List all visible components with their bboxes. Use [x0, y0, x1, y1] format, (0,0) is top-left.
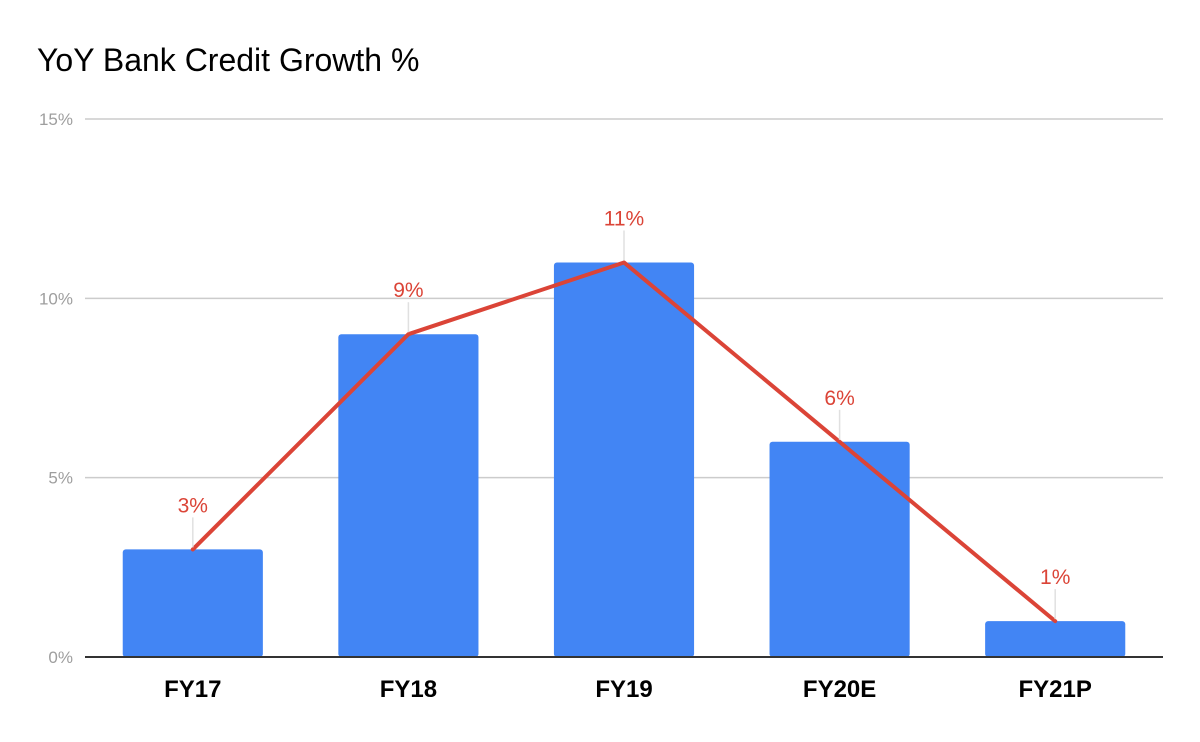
data-label: 6% — [824, 387, 854, 410]
y-tick-label: 10% — [39, 289, 73, 308]
bar-series — [122, 262, 1126, 657]
data-labels: 3% 9% 11% 6% 1% — [178, 207, 1070, 620]
x-tick-label: FY19 — [595, 676, 652, 703]
data-label: 3% — [178, 494, 208, 517]
x-tick-label: FY20E — [803, 676, 876, 703]
x-tick-label: FY21P — [1019, 676, 1092, 703]
bar — [553, 262, 695, 657]
data-label: 9% — [393, 279, 423, 302]
data-label: 1% — [1040, 566, 1070, 589]
chart-title: YoY Bank Credit Growth % — [37, 42, 419, 78]
y-tick-label: 0% — [48, 648, 73, 667]
data-label: 11% — [604, 207, 644, 230]
line-series — [190, 260, 1058, 624]
bar — [338, 334, 479, 657]
x-tick-label: FY17 — [164, 676, 221, 703]
x-tick-label: FY18 — [380, 676, 437, 703]
bar — [985, 621, 1126, 657]
y-tick-label: 15% — [39, 110, 73, 129]
x-axis-ticks: FY17 FY18 FY19 FY20E FY21P — [164, 676, 1092, 703]
line-series-path — [190, 260, 1058, 624]
y-axis-ticks: 0% 5% 10% 15% — [39, 110, 73, 667]
bar — [769, 441, 910, 657]
bar — [122, 549, 263, 657]
y-tick-label: 5% — [48, 469, 73, 488]
